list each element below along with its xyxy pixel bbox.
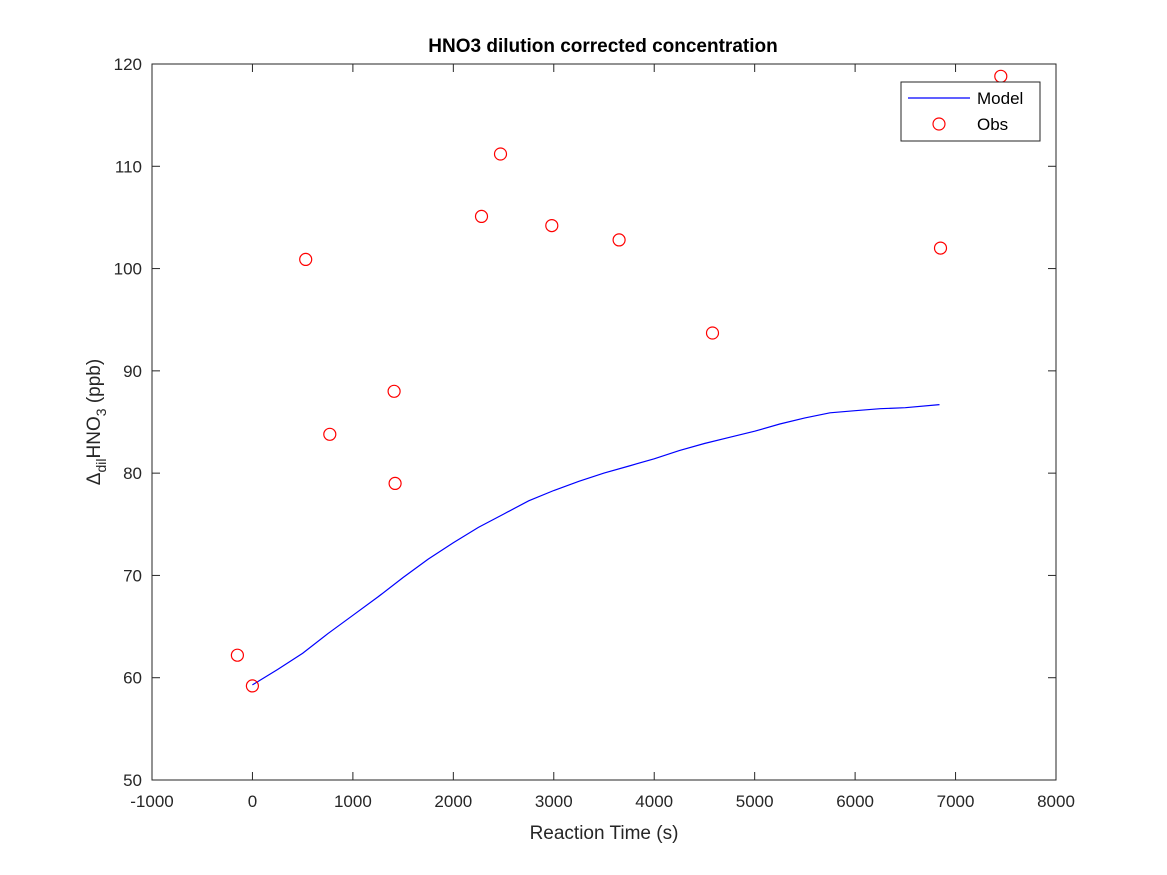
x-axis-label: Reaction Time (s) <box>530 823 679 844</box>
obs-marker <box>493 147 508 161</box>
x-axis: -1000 0 1000 2000 3000 4000 5000 6000 7000 8000 <box>130 64 1075 811</box>
obs-marker <box>612 233 626 247</box>
x-tick-label: 8000 <box>1037 792 1075 811</box>
obs-marker <box>705 326 720 340</box>
legend-model-label: Model <box>977 89 1023 108</box>
legend-obs-label: Obs <box>977 115 1008 134</box>
legend: Model Obs <box>900 81 1041 142</box>
obs-marker <box>387 384 401 398</box>
y-tick-label: 100 <box>114 260 142 279</box>
x-tick-label: -1000 <box>130 792 173 811</box>
series-layer <box>230 69 1008 693</box>
y-tick-label: 80 <box>123 464 142 483</box>
y-tick-label: 120 <box>114 55 142 74</box>
obs-marker <box>323 427 337 441</box>
obs-marker <box>388 476 402 490</box>
obs-marker <box>474 209 489 223</box>
x-tick-label: 1000 <box>334 792 372 811</box>
legend-obs-marker <box>932 117 946 131</box>
x-tick-label: 0 <box>248 792 257 811</box>
y-tick-label: 90 <box>123 362 142 381</box>
obs-marker <box>245 679 259 693</box>
y-axis-label-sub1: dil <box>93 458 109 472</box>
y-axis-label: ΔdilHNO3 (ppb) <box>84 359 109 485</box>
obs-marker <box>299 252 313 266</box>
plot-area <box>151 63 1057 781</box>
y-axis-label-sub2: 3 <box>93 408 109 416</box>
y-axis-label-main: HNO <box>84 416 105 458</box>
obs-marker <box>933 241 948 255</box>
model-line <box>252 404 940 686</box>
x-tick-label: 4000 <box>635 792 673 811</box>
y-tick-label: 110 <box>115 157 142 176</box>
obs-marker <box>230 648 244 662</box>
x-tick-label: 5000 <box>736 792 774 811</box>
y-tick-label: 70 <box>123 566 142 585</box>
legend-box <box>900 81 1041 142</box>
y-tick-label: 60 <box>123 669 142 688</box>
y-tick-label: 50 <box>123 771 142 790</box>
obs-marker <box>545 219 559 233</box>
x-tick-label: 3000 <box>535 792 573 811</box>
x-tick-label: 6000 <box>836 792 874 811</box>
y-axis-label-unit: (ppb) <box>84 359 105 409</box>
x-tick-label: 2000 <box>434 792 472 811</box>
y-axis-label-delta: Δ <box>84 472 105 485</box>
chart-title: HNO3 dilution corrected concentration <box>428 36 777 57</box>
y-axis: 50 60 70 80 90 100 110 120 <box>114 55 1056 790</box>
x-tick-label: 7000 <box>937 792 975 811</box>
